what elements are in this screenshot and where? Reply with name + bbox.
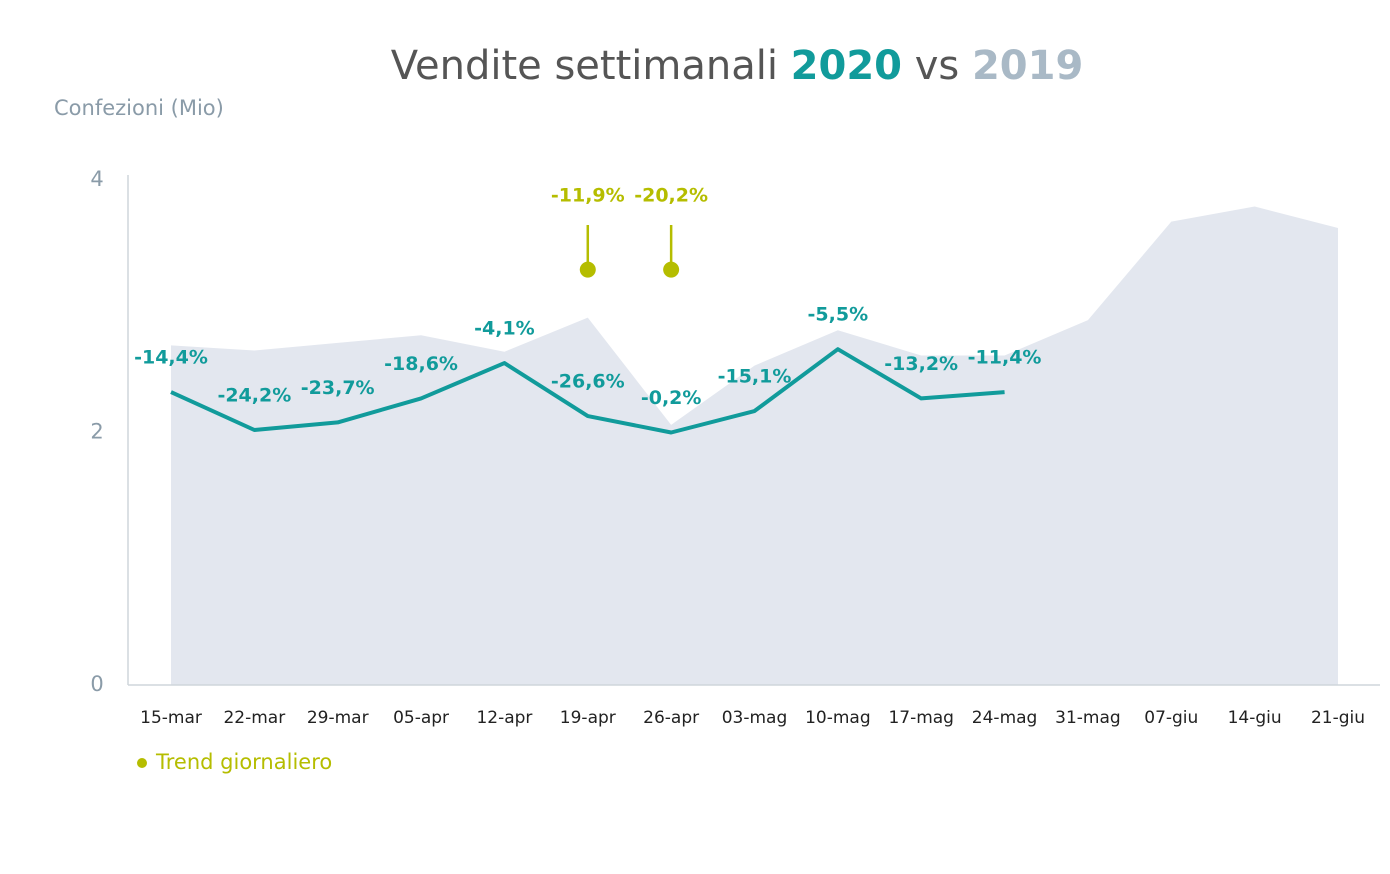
y-tick-label: 4 xyxy=(90,167,103,191)
legend-label: Trend giornaliero xyxy=(155,750,332,774)
point-label: -18,6% xyxy=(384,353,458,375)
point-label: -15,1% xyxy=(718,366,792,388)
title-joiner: vs xyxy=(915,43,960,89)
y-axis-label: Confezioni (Mio) xyxy=(54,96,224,120)
x-tick-label: 05-apr xyxy=(393,708,449,728)
y-tick-label: 2 xyxy=(90,420,103,444)
trend-dot xyxy=(579,261,596,278)
point-label: -11,4% xyxy=(968,347,1042,369)
x-tick-label: 24-mag xyxy=(972,708,1038,728)
trend-label: -20,2% xyxy=(634,185,708,207)
x-tick-label: 07-giu xyxy=(1144,708,1198,728)
title-text: Vendite settimanali xyxy=(391,43,778,89)
x-tick-label: 22-mar xyxy=(223,708,285,728)
point-label: -13,2% xyxy=(884,353,958,375)
x-tick-label: 14-giu xyxy=(1228,708,1282,728)
x-tick-label: 17-mag xyxy=(888,708,954,728)
x-tick-label: 21-giu xyxy=(1311,708,1365,728)
x-tick-label: 19-apr xyxy=(560,708,616,728)
x-tick-label: 31-mag xyxy=(1055,708,1121,728)
legend-dot xyxy=(137,758,147,768)
area-2019 xyxy=(171,206,1338,685)
chart-title: Vendite settimanali 2020 vs 2019 xyxy=(391,43,1084,89)
x-tick-label: 26-apr xyxy=(643,708,699,728)
x-tick-label: 29-mar xyxy=(307,708,369,728)
trend-label: -11,9% xyxy=(551,185,625,207)
title-series-2020: 2020 xyxy=(791,43,902,89)
point-label: -4,1% xyxy=(474,318,535,340)
point-label: -5,5% xyxy=(808,304,869,326)
point-label: -24,2% xyxy=(217,384,291,406)
point-label: -0,2% xyxy=(641,387,702,409)
y-tick-label: 0 xyxy=(90,672,103,696)
x-tick-label: 10-mag xyxy=(805,708,871,728)
x-tick-label: 03-mag xyxy=(722,708,788,728)
x-tick-label: 12-apr xyxy=(476,708,532,728)
plot: 0 2 4 -14,4% -24,2% -23,7% -18,6% -4,1% -26,6% -0… xyxy=(90,167,1380,728)
point-label: -23,7% xyxy=(301,377,375,399)
point-label: -14,4% xyxy=(134,347,208,369)
x-tick-label: 15-mar xyxy=(140,708,202,728)
title-series-2019: 2019 xyxy=(972,43,1083,89)
line-2020 xyxy=(170,347,1005,435)
trend-dot xyxy=(663,261,680,278)
point-label: -26,6% xyxy=(551,371,625,393)
